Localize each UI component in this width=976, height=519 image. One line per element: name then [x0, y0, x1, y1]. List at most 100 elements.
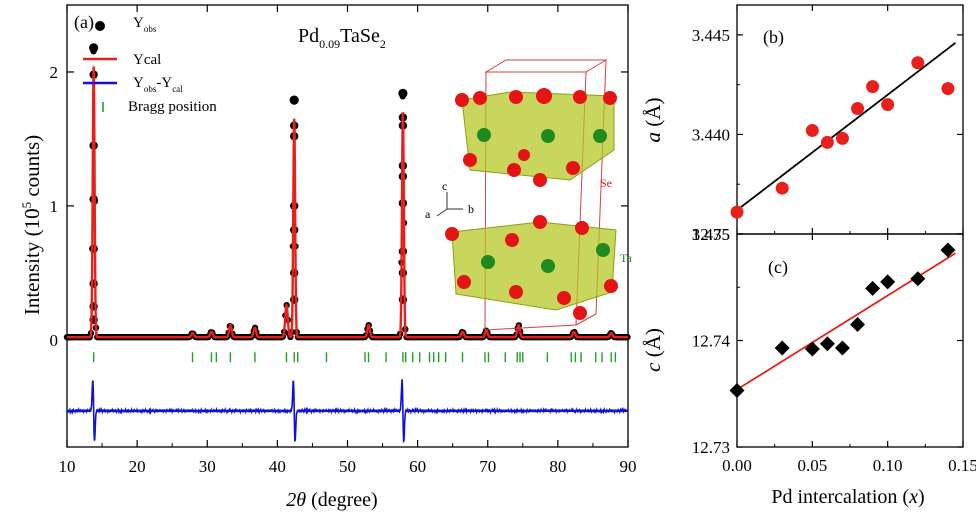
- inset-label-se: Se: [600, 176, 612, 190]
- se-atom: [533, 215, 547, 229]
- title-sub1: 0.09: [319, 37, 340, 51]
- se-atom: [505, 233, 519, 247]
- y-tick-label: 12.74: [692, 332, 731, 351]
- legend-obs-marker: [95, 21, 105, 31]
- inset-axis-a: [437, 209, 447, 216]
- data-point: [850, 317, 865, 332]
- data-point: [941, 82, 954, 95]
- data-point: [820, 336, 835, 351]
- x-tick-label: 0.00: [722, 456, 752, 475]
- se-atom: [536, 88, 552, 104]
- se-atom: [473, 91, 487, 105]
- se-atom: [463, 153, 477, 167]
- observed-peak-top: [398, 89, 407, 98]
- se-atom: [509, 285, 523, 299]
- inset-label-c: c: [442, 179, 447, 193]
- legend-obs-base: Y: [133, 15, 144, 31]
- ta-atom: [596, 243, 610, 257]
- legend-bragg-label: Bragg position: [128, 99, 217, 115]
- data-point: [835, 340, 850, 355]
- observed-peak-top: [290, 95, 299, 104]
- legend-diff-base1: Y: [133, 75, 144, 91]
- observed-peak-point: [399, 269, 407, 277]
- panel-a-xlabel: 2θ (degree): [286, 489, 377, 511]
- legend: Yobs Ycal Yobs-Ycal Bragg position: [83, 15, 217, 115]
- data-point: [836, 132, 849, 145]
- data-point: [806, 124, 819, 137]
- panel-a-label: (a): [74, 12, 94, 33]
- se-atom: [575, 221, 589, 235]
- inset-label-b: b: [468, 202, 474, 216]
- panel-b-ylabel-var: a: [641, 132, 665, 143]
- panel-c-xlabel-pre: Pd intercalation (: [771, 486, 909, 508]
- panel-c-ylabel-unit: (Å): [641, 328, 665, 362]
- se-atom: [573, 306, 587, 320]
- se-atom: [557, 291, 571, 305]
- observed-peak-point: [399, 247, 407, 255]
- panel-b-points: [731, 56, 955, 218]
- inset-lower-layer: [452, 222, 616, 310]
- legend-obs-sub: obs: [144, 24, 157, 34]
- x-tick-label: 0.05: [797, 456, 827, 475]
- x-tick-label: 40: [269, 457, 286, 476]
- panel-c-xlabel: Pd intercalation (x): [771, 486, 924, 508]
- panel-b-lattice-a: 3.435 3.440 3.445 (b) a (Å): [641, 5, 963, 244]
- panel-a-title: Pd0.09TaSe2: [298, 25, 386, 51]
- legend-diff-sub1: obs: [144, 84, 157, 94]
- panel-a-ylabel: Intensity (105 counts): [19, 135, 44, 315]
- inset-unit-cell-top: [486, 60, 606, 72]
- xlabel-theta: 2θ: [286, 489, 306, 511]
- y-tick-label: 0: [50, 331, 59, 350]
- panel-c-label: (c): [768, 257, 788, 278]
- panel-c-xlabel-post: ): [918, 486, 925, 508]
- data-point: [851, 102, 864, 115]
- observed-peak-point: [290, 269, 298, 277]
- ta-atom: [477, 128, 491, 142]
- x-tick-label: 50: [339, 457, 356, 476]
- panel-b-fit-line: [737, 43, 955, 210]
- difference-curve: [67, 379, 628, 441]
- y-tick-label: 3.445: [692, 26, 730, 45]
- title-mid: TaSe: [340, 25, 380, 47]
- ylabel-pre: Intensity (10: [20, 208, 44, 315]
- panel-c-points: [730, 242, 956, 398]
- inset-label-ta: Ta: [620, 251, 632, 265]
- se-atom: [455, 93, 469, 107]
- data-point: [881, 98, 894, 111]
- observed-peak-point: [89, 245, 97, 253]
- y-tick-label: 1: [50, 197, 59, 216]
- se-atom: [507, 163, 521, 177]
- data-point: [731, 206, 744, 219]
- bragg-ticks: [94, 352, 616, 362]
- title-sub2: 2: [380, 37, 386, 51]
- se-atom: [573, 90, 587, 104]
- panel-c-lattice-c: 0.00 0.05 0.10 0.15 12.73 12.74 12.75 (c) c (Å…: [641, 225, 976, 508]
- ta-atom: [481, 255, 495, 269]
- se-atom: [457, 275, 471, 289]
- legend-diff-mid: -Y: [156, 75, 172, 91]
- data-point: [776, 182, 789, 195]
- xlabel-rest: (degree): [306, 489, 378, 511]
- crystal-structure-inset: c a b Se Ta: [425, 60, 632, 330]
- se-atom: [509, 90, 523, 104]
- legend-obs-label: Yobs: [133, 15, 157, 34]
- data-point: [866, 80, 879, 93]
- panel-c-xlabel-var: x: [908, 486, 918, 508]
- title-base: Pd: [298, 25, 319, 47]
- se-atom: [445, 227, 459, 241]
- data-point: [775, 340, 790, 355]
- data-point: [865, 281, 880, 296]
- data-point: [805, 342, 820, 357]
- panel-c-ticks: 0.00 0.05 0.10 0.15 12.73 12.74 12.75: [692, 225, 976, 475]
- se-atom: [566, 161, 580, 175]
- y-tick-label: 12.75: [692, 225, 730, 244]
- legend-diff-sub2: cal: [172, 84, 183, 94]
- x-tick-label: 70: [479, 457, 496, 476]
- panel-b-ylabel-unit: (Å): [641, 98, 665, 132]
- ta-atom: [541, 259, 555, 273]
- inset-axes-indicator: [437, 192, 463, 216]
- y-tick-label: 2: [50, 63, 59, 82]
- x-tick-label: 30: [199, 457, 216, 476]
